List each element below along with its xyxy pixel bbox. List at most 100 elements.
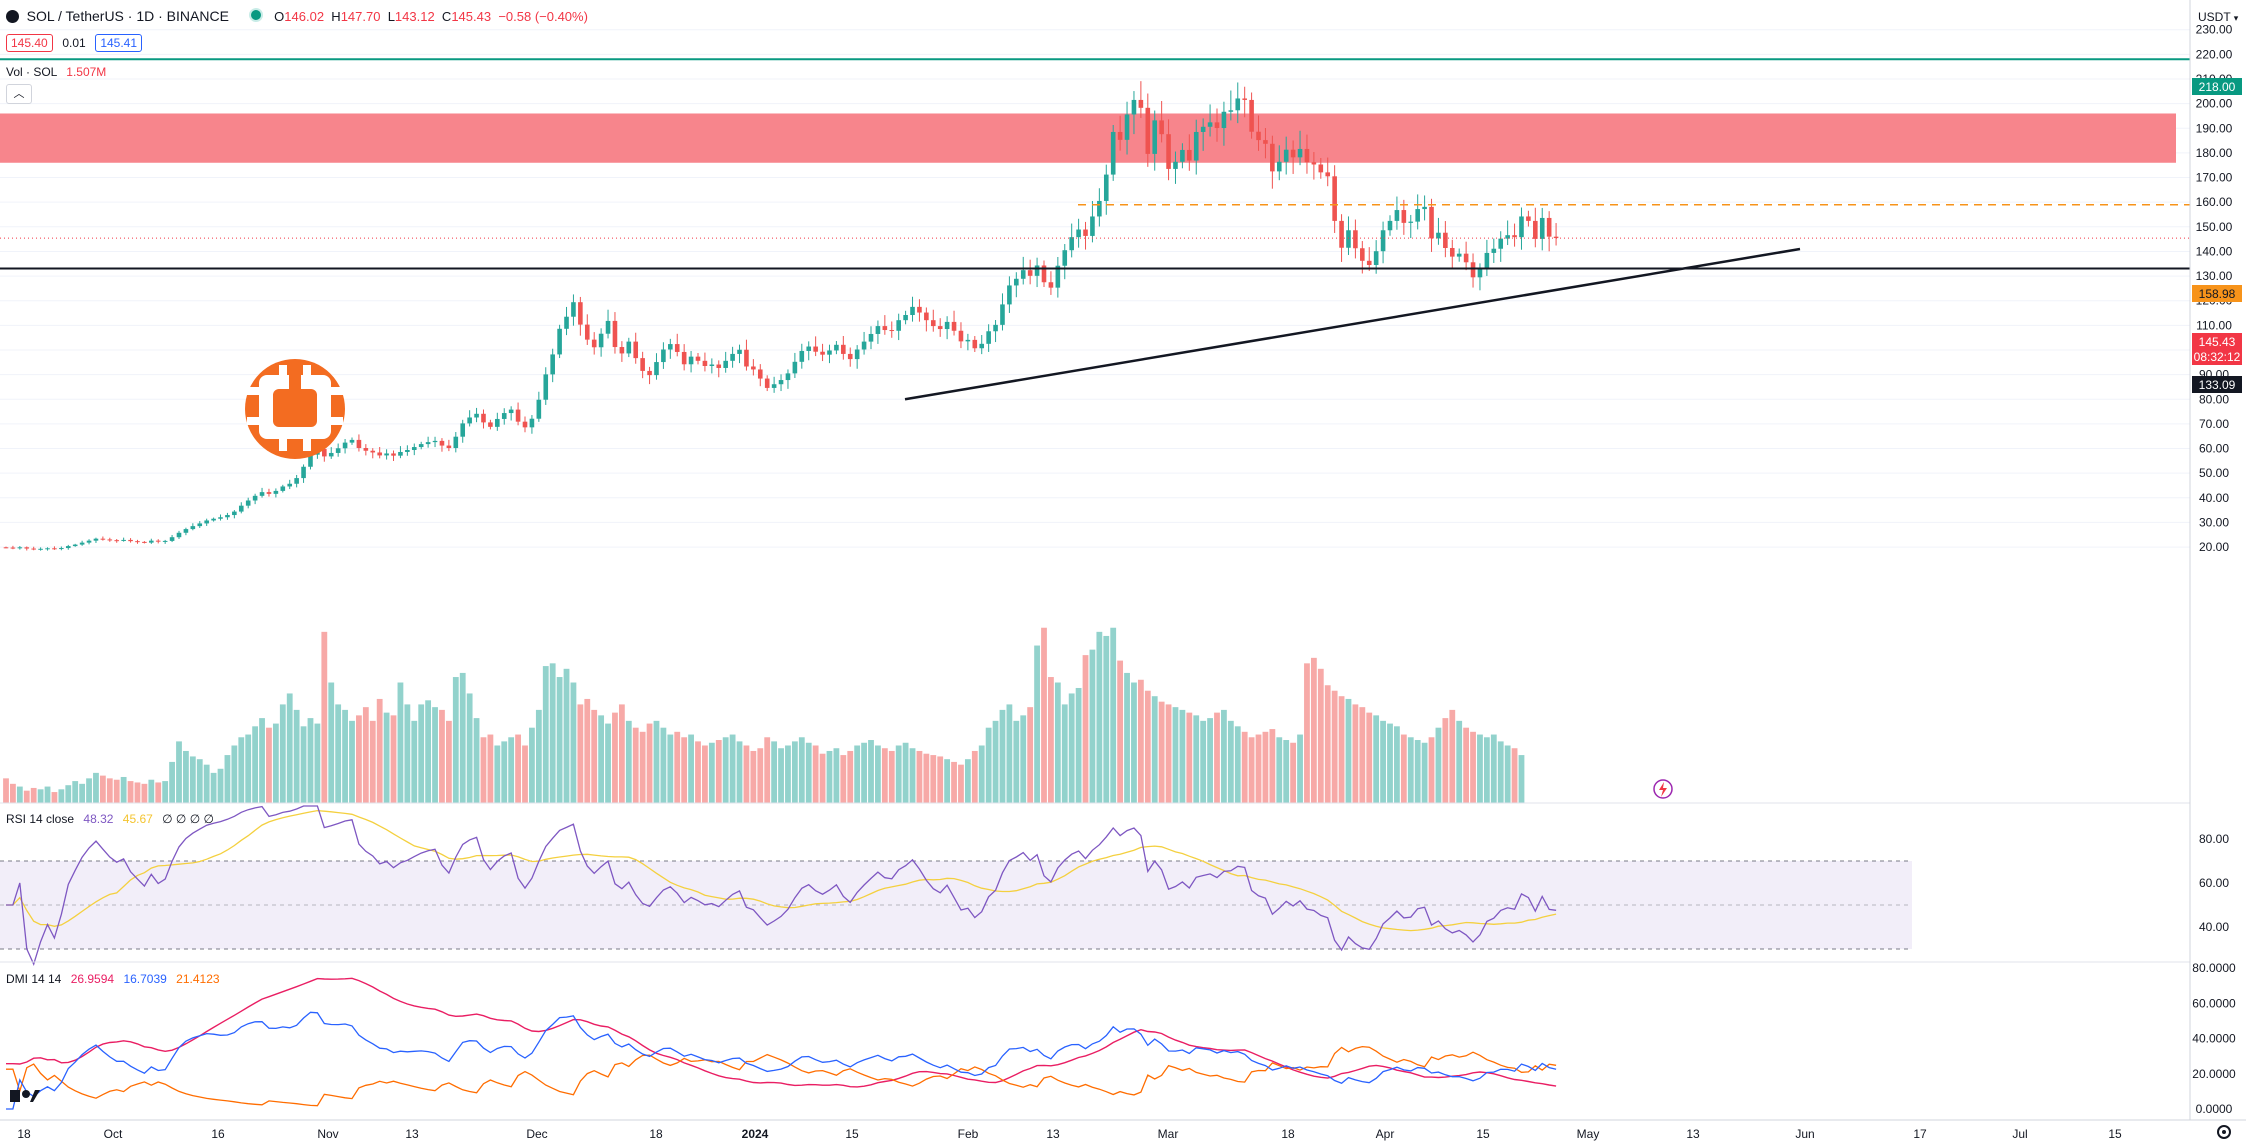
time-tick: 18 bbox=[1281, 1127, 1295, 1141]
rsi-extra: ∅ ∅ ∅ ∅ bbox=[162, 812, 214, 826]
candle-body bbox=[252, 495, 258, 501]
candle-body bbox=[924, 312, 929, 321]
volume-bar bbox=[445, 720, 452, 803]
candle-body bbox=[169, 537, 175, 541]
candle-body bbox=[155, 540, 161, 542]
candle-body bbox=[993, 324, 998, 332]
ask-price[interactable]: 145.41 bbox=[95, 34, 143, 52]
volume-bar bbox=[888, 750, 895, 803]
volume-bar bbox=[494, 745, 501, 803]
candle-body bbox=[543, 374, 549, 400]
candle-body bbox=[1360, 248, 1365, 261]
di-minus-value: 21.4123 bbox=[176, 972, 220, 986]
volume-bar bbox=[3, 778, 9, 803]
volume-bar bbox=[1207, 718, 1213, 803]
price-tick: 30.00 bbox=[2199, 515, 2229, 529]
symbol-title[interactable]: SOL / TetherUS · 1D · BINANCE bbox=[26, 8, 229, 24]
rsi-line bbox=[6, 805, 1557, 967]
rsi-legend[interactable]: RSI 14 close 48.32 45.67 ∅ ∅ ∅ ∅ bbox=[6, 812, 214, 826]
volume-bar bbox=[321, 631, 328, 803]
candle-body bbox=[1339, 220, 1344, 248]
volume-bar bbox=[902, 742, 909, 803]
ascending-trendline[interactable] bbox=[904, 247, 1801, 401]
candle-body bbox=[384, 453, 389, 456]
candle-body bbox=[287, 483, 293, 487]
tradingview-logo[interactable] bbox=[10, 1090, 40, 1102]
candle-body bbox=[1533, 220, 1538, 239]
rsi-value: 48.32 bbox=[83, 812, 114, 826]
chevron-up-icon[interactable]: ︿ bbox=[6, 84, 32, 104]
volume-bar bbox=[1290, 742, 1297, 803]
volume-bar bbox=[1096, 631, 1103, 803]
candle-body bbox=[1498, 238, 1504, 249]
candle-body bbox=[349, 439, 355, 443]
time-tick: 18 bbox=[17, 1127, 31, 1141]
volume-bar bbox=[1497, 741, 1504, 803]
resistance-zone bbox=[0, 113, 2176, 163]
close-label: C bbox=[441, 9, 452, 24]
bid-price[interactable]: 145.40 bbox=[6, 34, 53, 52]
volume-bar bbox=[231, 745, 238, 803]
settings-gear-icon[interactable] bbox=[2217, 1125, 2231, 1139]
candle-body bbox=[1477, 269, 1483, 278]
high-label: H bbox=[331, 9, 341, 24]
currency-label[interactable]: USDT bbox=[2198, 10, 2231, 24]
candle-body bbox=[1263, 140, 1268, 144]
candle-body bbox=[197, 523, 203, 527]
candle-body bbox=[681, 351, 687, 365]
volume-bar bbox=[667, 734, 674, 803]
candle-body bbox=[1007, 285, 1012, 305]
adx-value: 26.9594 bbox=[70, 972, 115, 986]
candle-body bbox=[190, 526, 196, 530]
candle-body bbox=[654, 362, 659, 376]
candle-body bbox=[405, 450, 410, 452]
volume-bar bbox=[1304, 663, 1310, 803]
grid-lines bbox=[0, 29, 2190, 548]
volume-bar bbox=[335, 704, 342, 803]
candle-body bbox=[903, 315, 908, 321]
candle-body bbox=[751, 366, 756, 370]
time-tick: 16 bbox=[211, 1127, 225, 1141]
volume-bar bbox=[688, 734, 694, 803]
volume-bar bbox=[750, 750, 757, 803]
candle-body bbox=[1526, 216, 1531, 221]
volume-bar bbox=[1020, 715, 1027, 803]
volume-bar bbox=[681, 737, 688, 803]
candle-body bbox=[1470, 262, 1476, 278]
candle-body bbox=[1491, 248, 1497, 253]
candle-body bbox=[764, 378, 770, 388]
candle-body bbox=[1214, 122, 1220, 129]
candle-body bbox=[114, 540, 120, 542]
collapse-button[interactable]: ︿ bbox=[6, 84, 32, 104]
volume-bar bbox=[695, 741, 701, 803]
candle-body bbox=[128, 539, 133, 542]
candle-body bbox=[578, 302, 583, 325]
volume-bar bbox=[439, 709, 445, 803]
volume-bar bbox=[1380, 720, 1386, 803]
dmi-legend[interactable]: DMI 14 14 26.9594 16.7039 21.4123 bbox=[6, 972, 220, 986]
currency-button[interactable]: USDT ▾ bbox=[2198, 10, 2238, 24]
time-axis[interactable]: 18 Oct 16 Nov 13 Dec 18 2024 15 Feb 13 Mar 18 Apr 15 Ma… bbox=[17, 1127, 2122, 1141]
candle-body bbox=[688, 356, 694, 365]
volume-bar bbox=[1262, 731, 1269, 803]
candle-body bbox=[640, 358, 645, 371]
volume-bar bbox=[501, 741, 508, 803]
volume-bar bbox=[819, 753, 826, 803]
candle-body bbox=[834, 344, 839, 351]
candle-body bbox=[1228, 110, 1234, 112]
volume-legend[interactable]: Vol · SOL 1.507M bbox=[6, 65, 106, 79]
dmi-tick: 0.0000 bbox=[2196, 1102, 2233, 1116]
volume-bar bbox=[65, 785, 72, 803]
price-tick: 110.00 bbox=[2196, 318, 2232, 332]
symbol-header[interactable]: SOL / TetherUS · 1D · BINANCE O146.02 H1… bbox=[6, 8, 588, 24]
volume-bar bbox=[272, 723, 279, 803]
volume-bar bbox=[833, 748, 840, 803]
volume-bar bbox=[155, 782, 162, 803]
candle-body bbox=[1332, 176, 1337, 221]
volume-bar bbox=[958, 764, 964, 803]
symbol-icon bbox=[6, 10, 19, 23]
volume-bar bbox=[342, 709, 348, 803]
volume-bar bbox=[944, 759, 951, 803]
lightning-alert-icon[interactable] bbox=[1653, 779, 1673, 799]
